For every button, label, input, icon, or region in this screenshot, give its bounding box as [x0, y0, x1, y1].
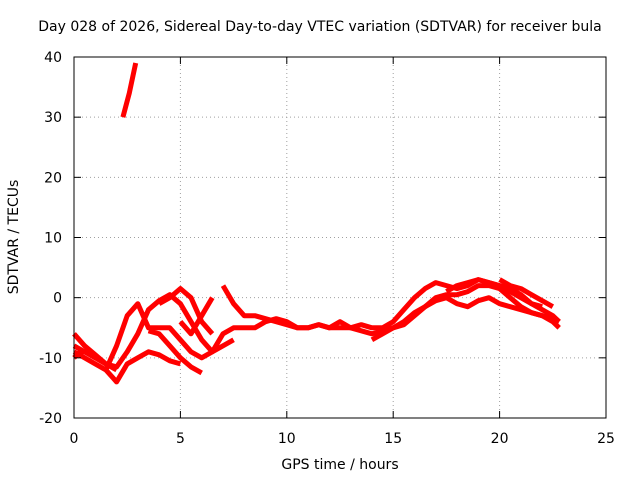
x-axis-label: GPS time / hours — [281, 457, 399, 473]
data-series — [72, 62, 561, 385]
y-tick-label: 0 — [53, 291, 62, 307]
y-tick-label: -20 — [39, 411, 62, 427]
x-tick-label: 0 — [70, 431, 79, 447]
x-tick-label: 10 — [278, 431, 296, 447]
series-line-arc-13 — [72, 349, 97, 360]
x-tick-label: 15 — [384, 431, 402, 447]
x-tick-label: 5 — [176, 431, 185, 447]
series-line-arc-3 — [72, 349, 182, 385]
series-line-arc-10 — [370, 295, 561, 342]
series-line-arc-12 — [498, 277, 555, 309]
axis-ticks: 0 5 10 15 20 25 -20 -10 0 10 20 30 40 — [39, 50, 615, 447]
series-line-arc-5 — [120, 62, 139, 118]
series-line-arc-4 — [103, 301, 235, 371]
y-tick-label: 30 — [44, 110, 62, 126]
x-tick-label: 25 — [597, 431, 615, 447]
series-line-arc-7 — [157, 286, 215, 336]
grid-lines — [74, 57, 606, 418]
x-tick-label: 20 — [491, 431, 509, 447]
y-tick-label: 10 — [44, 231, 62, 247]
series-line-arc-8 — [178, 296, 215, 337]
y-tick-label: 40 — [44, 50, 62, 66]
chart-title: Day 028 of 2026, Sidereal Day-to-day VTE… — [38, 19, 602, 35]
y-axis-label: SDTVAR / TECUs — [6, 179, 22, 295]
y-tick-label: -10 — [39, 351, 62, 367]
y-tick-label: 20 — [44, 170, 62, 186]
series-line-arc-6 — [147, 328, 203, 376]
series-line-arc-11 — [445, 277, 543, 310]
